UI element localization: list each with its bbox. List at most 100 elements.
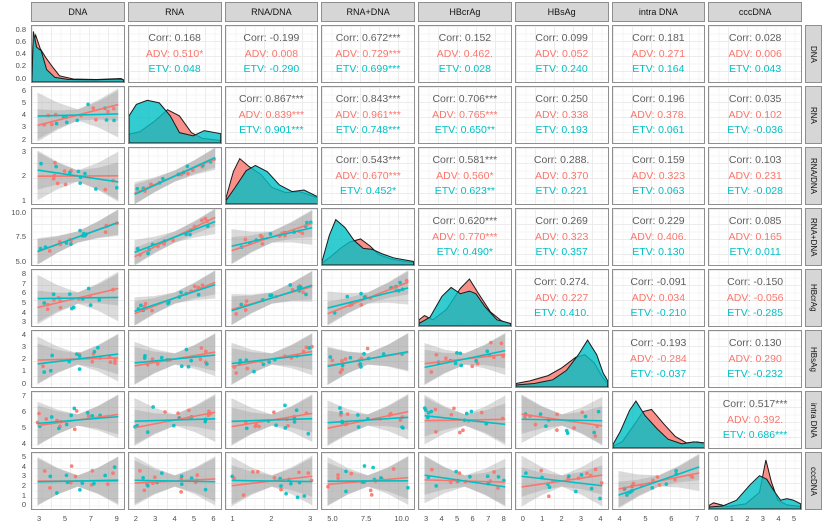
trend-line-etv [38,480,119,482]
corr-text-adv: ADV: 0.008 [244,47,299,60]
row-header-rna: RNA [805,86,822,144]
x-tick-label: 5 [455,514,460,523]
data-point-etv [464,411,469,416]
data-point-adv [278,487,283,492]
data-point-adv [349,471,354,476]
data-point-etv [282,403,287,408]
data-point-adv [470,364,475,369]
row-header-label: RNA [809,106,818,124]
data-point-adv [111,471,115,476]
x-tick-label: 4 [598,514,603,523]
data-point-adv [206,409,211,414]
data-point-etv [565,431,570,436]
trend-line-etv [425,416,506,425]
x-tick-label: 5.0 [327,514,338,523]
data-point-etv [204,362,209,366]
data-point-etv [261,362,265,367]
data-point-etv [114,185,119,190]
x-tick-label: 0 [520,514,525,523]
data-point-adv [304,345,308,350]
data-point-adv [103,230,108,235]
x-tick-label: 5 [791,514,796,523]
corr-panel-rna-intra-dna: Corr: 0.196 ADV: 0.378. ETV: 0.061 [611,86,706,144]
data-point-adv [346,412,350,416]
y-tick-label: 6 [21,407,26,417]
data-point-adv [244,299,248,304]
row-header-rna-dna: RNA+DNA [805,208,822,266]
data-point-adv [74,409,79,413]
corr-text-corr: Corr: 0.288. [533,154,590,167]
corr-panel-rna-dna-hbcrag: Corr: 0.620*** ADV: 0.770*** ETV: 0.490* [418,208,512,266]
data-point-etv [88,303,93,307]
y-tick-label: 4 [21,110,26,120]
data-point-adv [51,176,56,181]
density-panel-intra-dna [611,391,706,449]
data-point-adv [272,476,276,480]
x-tick-label: 3 [578,514,584,523]
corr-text-corr: Corr: 0.181 [632,32,685,45]
corr-text-adv: ADV: 0.227 [534,291,589,304]
row-header-hbsag: HBsAg [805,330,822,388]
column-header-rna-dna: RNA/DNA [224,2,319,22]
y-tick-label: 1 [21,366,26,376]
data-point-etv [496,475,501,479]
corr-text-corr: Corr: 0.028 [728,32,782,45]
corr-text-corr: Corr: 0.229 [632,215,685,228]
data-point-etv [583,414,588,419]
data-point-etv [523,471,528,475]
corr-text-adv: ADV: 0.323 [534,230,589,243]
data-point-adv [152,475,157,480]
x-tick-label: 7.5 [360,514,372,523]
data-point-etv [283,425,287,430]
data-point-etv [86,286,91,291]
corr-text-adv: ADV: 0.462. [436,47,493,60]
data-point-etv [86,102,90,107]
x-axis-hbcrag: 3 4 5 6 7 8 [418,513,512,528]
data-point-adv [241,493,245,497]
data-point-adv [47,249,52,253]
data-point-adv [62,169,67,173]
corr-text-corr: Corr: 0.274. [533,276,590,289]
data-point-adv [49,122,54,127]
y-axis-hbsag: 4 3 2 1 0 [0,330,28,388]
data-point-etv [64,120,69,125]
data-point-adv [457,430,462,435]
data-point-etv [104,118,109,122]
data-point-adv [103,187,108,192]
corr-text-corr: Corr: 0.672*** [335,32,401,45]
data-point-adv [111,106,116,111]
corr-panel-rna-hbsag: Corr: 0.250 ADV: 0.338 ETV: 0.193 [514,86,609,144]
data-point-adv [555,412,559,417]
trend-line-etv [231,354,312,363]
x-tick-label: 7 [695,514,700,523]
corr-text-corr: Corr: 0.620*** [432,215,498,228]
scatter-plot [32,209,119,265]
data-point-adv [655,475,659,479]
data-point-adv [37,411,41,416]
data-point-adv [690,475,694,480]
corr-text-adv: ADV: 0.765*** [432,108,498,121]
corr-text-adv: ADV: 0.839*** [238,108,305,121]
data-point-adv [539,468,543,473]
corr-text-adv: ADV: 0.323 [631,169,686,182]
data-point-adv [271,410,276,415]
data-point-etv [356,413,360,417]
scatter-panel-rna-dna-vs-dna [31,208,125,266]
trend-line-etv [231,480,312,481]
data-point-adv [41,364,45,369]
data-point-adv [233,312,238,316]
data-point-etv [229,474,234,479]
scatter-plot [32,456,124,506]
corr-text-etv: ETV: 0.048 [148,63,201,76]
data-point-etv [103,473,107,478]
corr-panel-dna-hbcrag: Corr: 0.152 ADV: 0.462. ETV: 0.028 [418,25,512,83]
column-header-dna: DNA [31,2,125,22]
corr-text-etv: ETV: -0.285 [727,307,783,320]
data-point-etv [288,481,293,486]
y-tick-label: 7 [21,278,26,288]
data-point-adv [593,434,597,439]
x-tick-label: 4 [172,514,177,523]
x-tick-label: 1 [230,514,235,523]
